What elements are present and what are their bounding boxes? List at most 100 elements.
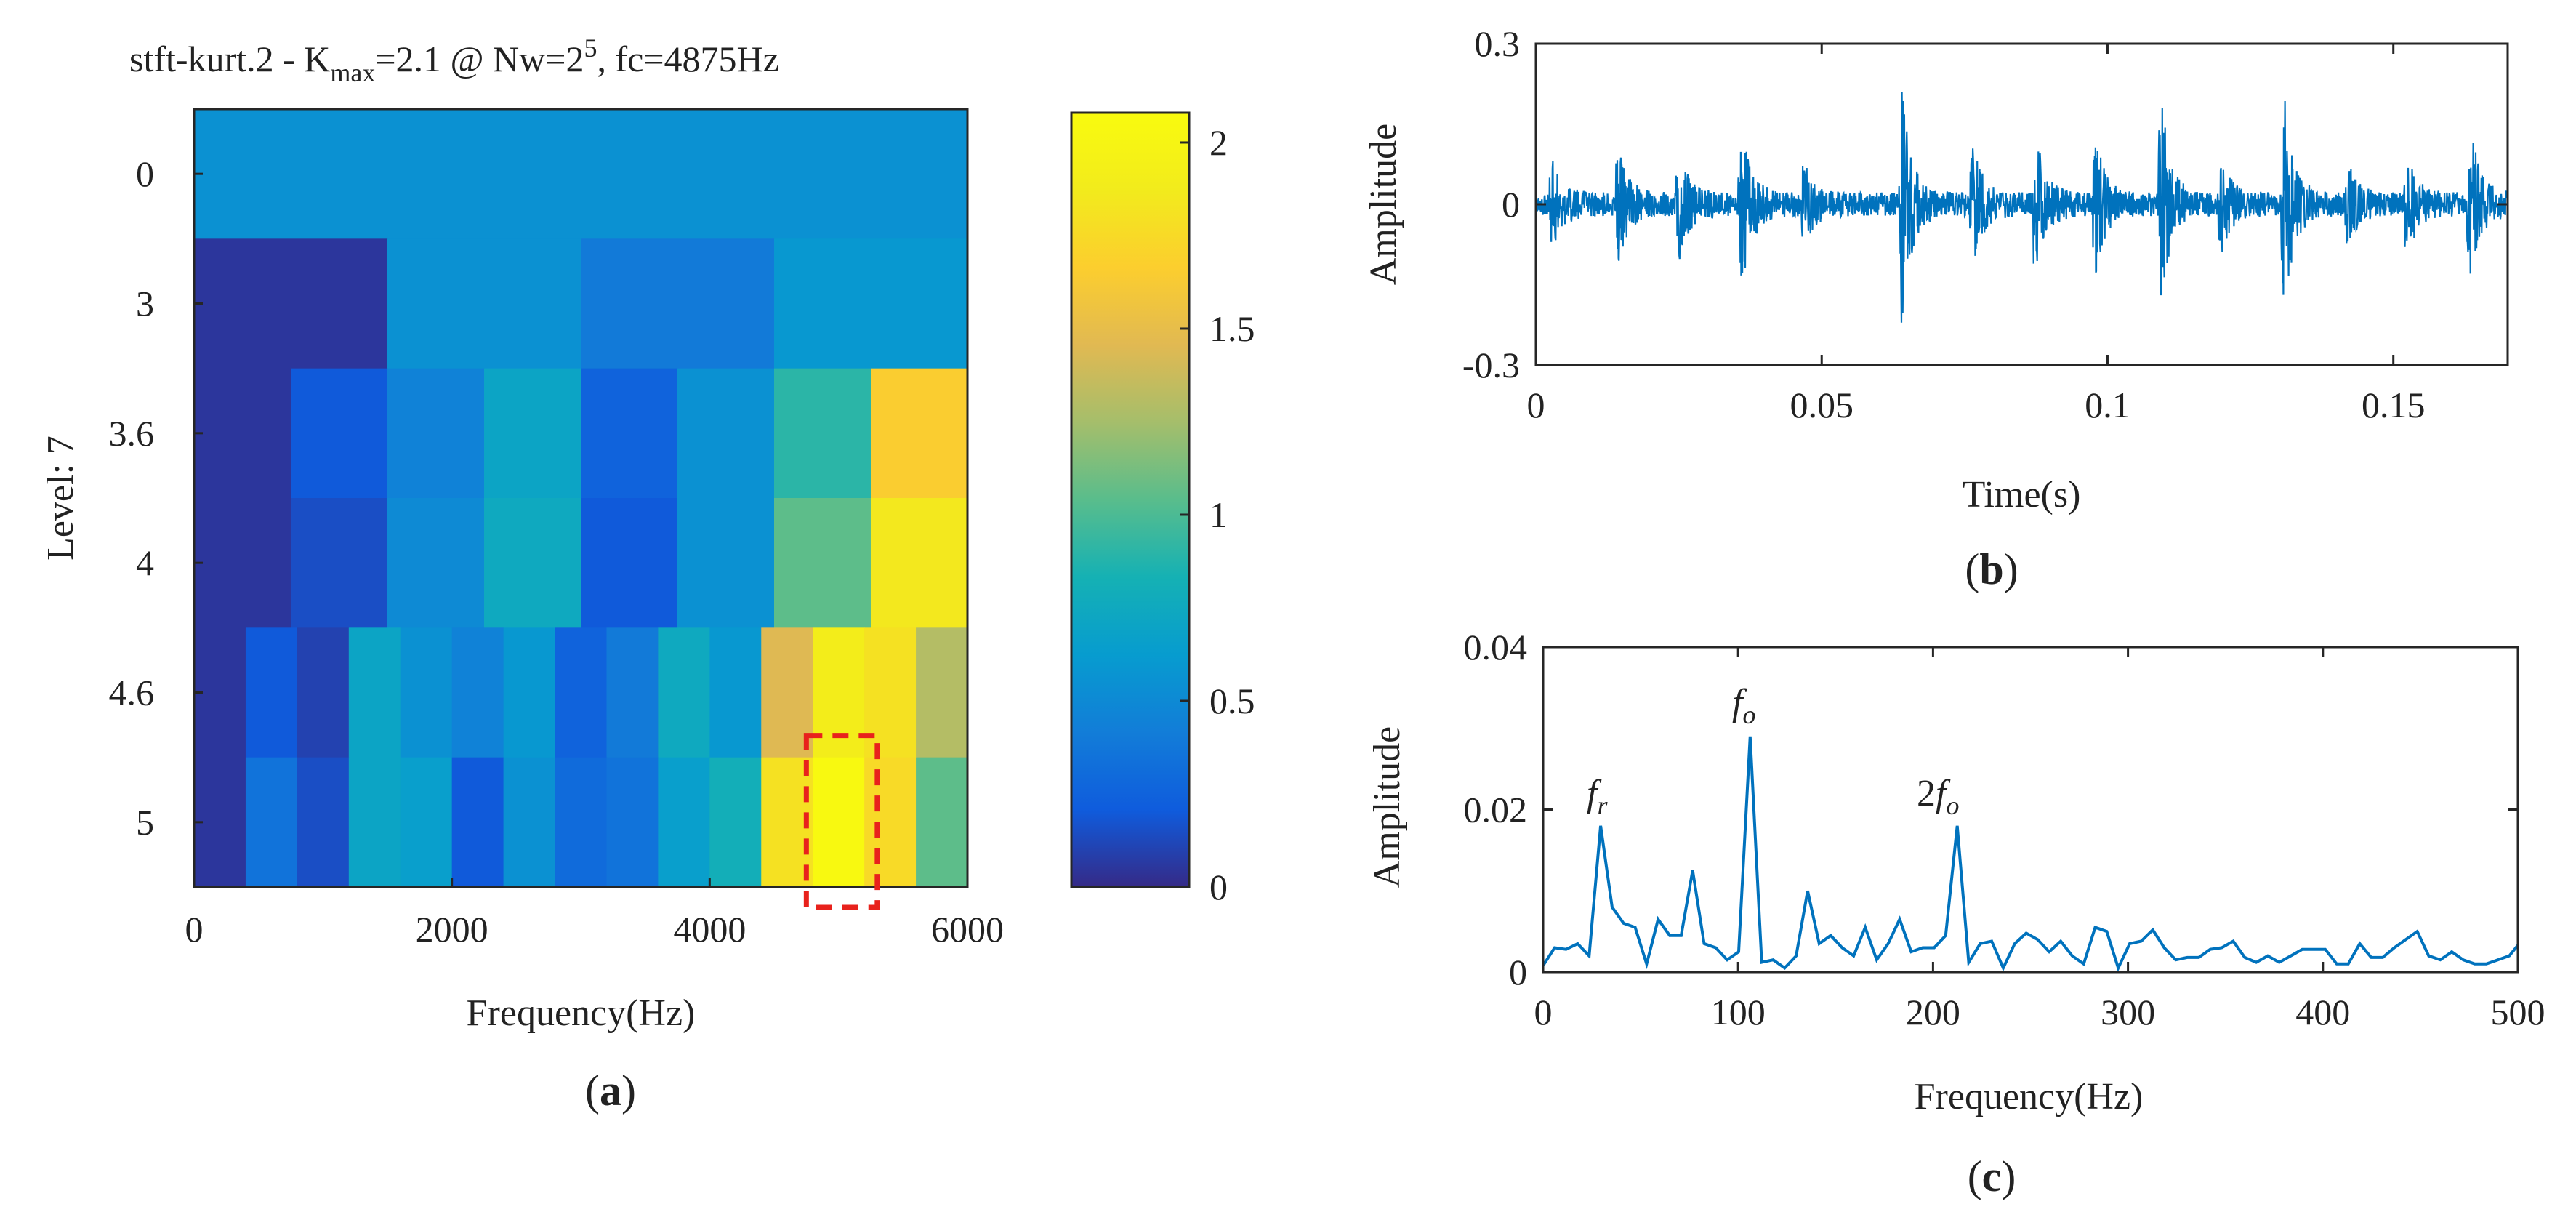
heatmap-ytick-label: 3.6 [109, 413, 155, 454]
heatmap-cell [658, 627, 710, 758]
heatmap-cell [194, 498, 291, 628]
heatmap-cell [400, 627, 453, 758]
spectrum-ytick-label: 0.04 [1464, 627, 1528, 667]
title-suffix: , fc=4875Hz [597, 39, 779, 79]
heatmap-cell [484, 368, 581, 499]
colorbar [1070, 111, 1191, 888]
title-mid: =2.1 @ Nw=2 [375, 39, 584, 79]
heatmap-cell [774, 368, 872, 499]
spectrum-ticks: 0 100 200 300 400 500 0 0.02 0.04 [1464, 627, 2545, 1032]
heatmap-cell [813, 757, 865, 888]
panel-c-label: (c) [1968, 1152, 2016, 1200]
time-signal-ytick-label: 0 [1502, 184, 1520, 225]
heatmap-xlabel: Frequency(Hz) [467, 992, 696, 1034]
heatmap-cell [400, 757, 453, 888]
heatmap-cell [864, 757, 917, 888]
heatmap-xtick-label: 0 [185, 909, 204, 950]
time-signal-ytick-label: -0.3 [1462, 345, 1520, 385]
heatmap-cell [677, 498, 775, 628]
time-signal-xtick-label: 0.05 [1790, 385, 1853, 425]
heatmap-xtick-label: 6000 [931, 909, 1004, 950]
heatmap-cell [297, 757, 350, 888]
spectrum-xtick-label: 300 [2101, 992, 2155, 1032]
spectrum-ylabel: Amplitude [1367, 726, 1408, 888]
heatmap-cell [658, 757, 710, 888]
heatmap-cell [709, 757, 762, 888]
time-signal-xtick-label: 0.15 [2362, 385, 2426, 425]
kurtosis-max-highlight-box [803, 733, 880, 910]
heatmap-cell [387, 368, 485, 499]
heatmap-cell [677, 368, 775, 499]
heatmap-cell [871, 498, 968, 628]
heatmap-cell [194, 109, 968, 239]
heatmap-cell [606, 627, 659, 758]
heatmap-cell [555, 757, 608, 888]
annotation-fr: fr [1587, 773, 1608, 820]
spectrum-xtick-label: 400 [2295, 992, 2350, 1032]
panel-a-heatmap: stft-kurt.2 - Kmax=2.1 @ Nw=25, fc=4875H… [40, 33, 1255, 1115]
heatmap-cells [194, 109, 968, 888]
spectrum-ytick-label: 0 [1509, 952, 1527, 992]
colorbar-tick-label: 2 [1209, 122, 1228, 163]
colorbar-tick-label: 0.5 [1209, 681, 1255, 721]
heatmap-cell [291, 498, 388, 628]
spectrum-xtick-label: 500 [2491, 992, 2545, 1032]
heatmap-cell [774, 238, 968, 369]
spectrum-xlabel: Frequency(Hz) [1915, 1076, 2144, 1117]
annotation-2fo: 2fo [1917, 773, 1959, 820]
heatmap-cell [348, 627, 401, 758]
heatmap-cell [503, 757, 556, 888]
title-subscript: max [330, 58, 375, 87]
time-signal-xtick-label: 0 [1527, 385, 1545, 425]
time-signal-ytick-label: 0.3 [1475, 23, 1521, 64]
title-superscript: 5 [584, 33, 597, 63]
heatmap-cell [606, 757, 659, 888]
heatmap-ytick-label: 0 [136, 153, 154, 194]
heatmap-cell [387, 238, 581, 369]
heatmap-cell [581, 238, 775, 369]
title-prefix: stft-kurt.2 - K [129, 39, 330, 79]
colorbar-ticks: 0 0.5 1 1.5 2 [1180, 122, 1255, 907]
time-signal-plot [1534, 92, 2509, 323]
spectrum-plot [1542, 736, 2519, 972]
heatmap-cell [194, 238, 388, 369]
spectrum-xtick-label: 100 [1711, 992, 1766, 1032]
heatmap-ytick-label: 5 [136, 802, 154, 843]
heatmap-cell [245, 757, 298, 888]
panel-b-time-signal: 0 0.05 0.1 0.15-0.300.3 Time(s) Amplitude (… [1363, 23, 2509, 593]
heatmap-cell [916, 627, 968, 758]
spectrum-line [1542, 736, 2519, 972]
heatmap-cell [451, 627, 504, 758]
spectrum-xtick-label: 200 [1906, 992, 1960, 1032]
heatmap-cell [871, 368, 968, 499]
time-signal-ylabel: Amplitude [1363, 124, 1404, 285]
colorbar-tick-label: 1 [1209, 494, 1228, 535]
heatmap-ytick-label: 4 [136, 542, 154, 583]
heatmap-cell [297, 627, 350, 758]
time-signal-xlabel: Time(s) [1963, 474, 2081, 515]
time-signal-line [1534, 92, 2509, 323]
heatmap-axes-box [193, 108, 969, 888]
time-signal-ticks: 0 0.05 0.1 0.15-0.300.3 [1462, 23, 2508, 425]
heatmap-cell [709, 627, 762, 758]
panel-b-label: (b) [1965, 545, 2018, 593]
heatmap-cell [774, 498, 872, 628]
annotation-fo: fo [1732, 682, 1755, 729]
heatmap-cell [245, 627, 298, 758]
heatmap-title: stft-kurt.2 - Kmax=2.1 @ Nw=25, fc=4875H… [129, 33, 779, 87]
heatmap-cell [581, 498, 678, 628]
heatmap-ticks: 0 2000 4000 6000 0 3 3.6 4 4.6 5 [109, 153, 1005, 950]
heatmap-cell [581, 368, 678, 499]
colorbar-tick-label: 0 [1209, 867, 1228, 907]
heatmap-cell [555, 627, 608, 758]
heatmap-ytick-label: 3 [136, 284, 154, 324]
heatmap-cell [194, 368, 291, 499]
heatmap-cell [484, 498, 581, 628]
heatmap-cell [813, 627, 865, 758]
heatmap-ylabel: Level: 7 [40, 436, 81, 561]
panel-a-label: (a) [585, 1067, 636, 1115]
spectrum-axes-box [1542, 646, 2519, 974]
heatmap-cell [451, 757, 504, 888]
